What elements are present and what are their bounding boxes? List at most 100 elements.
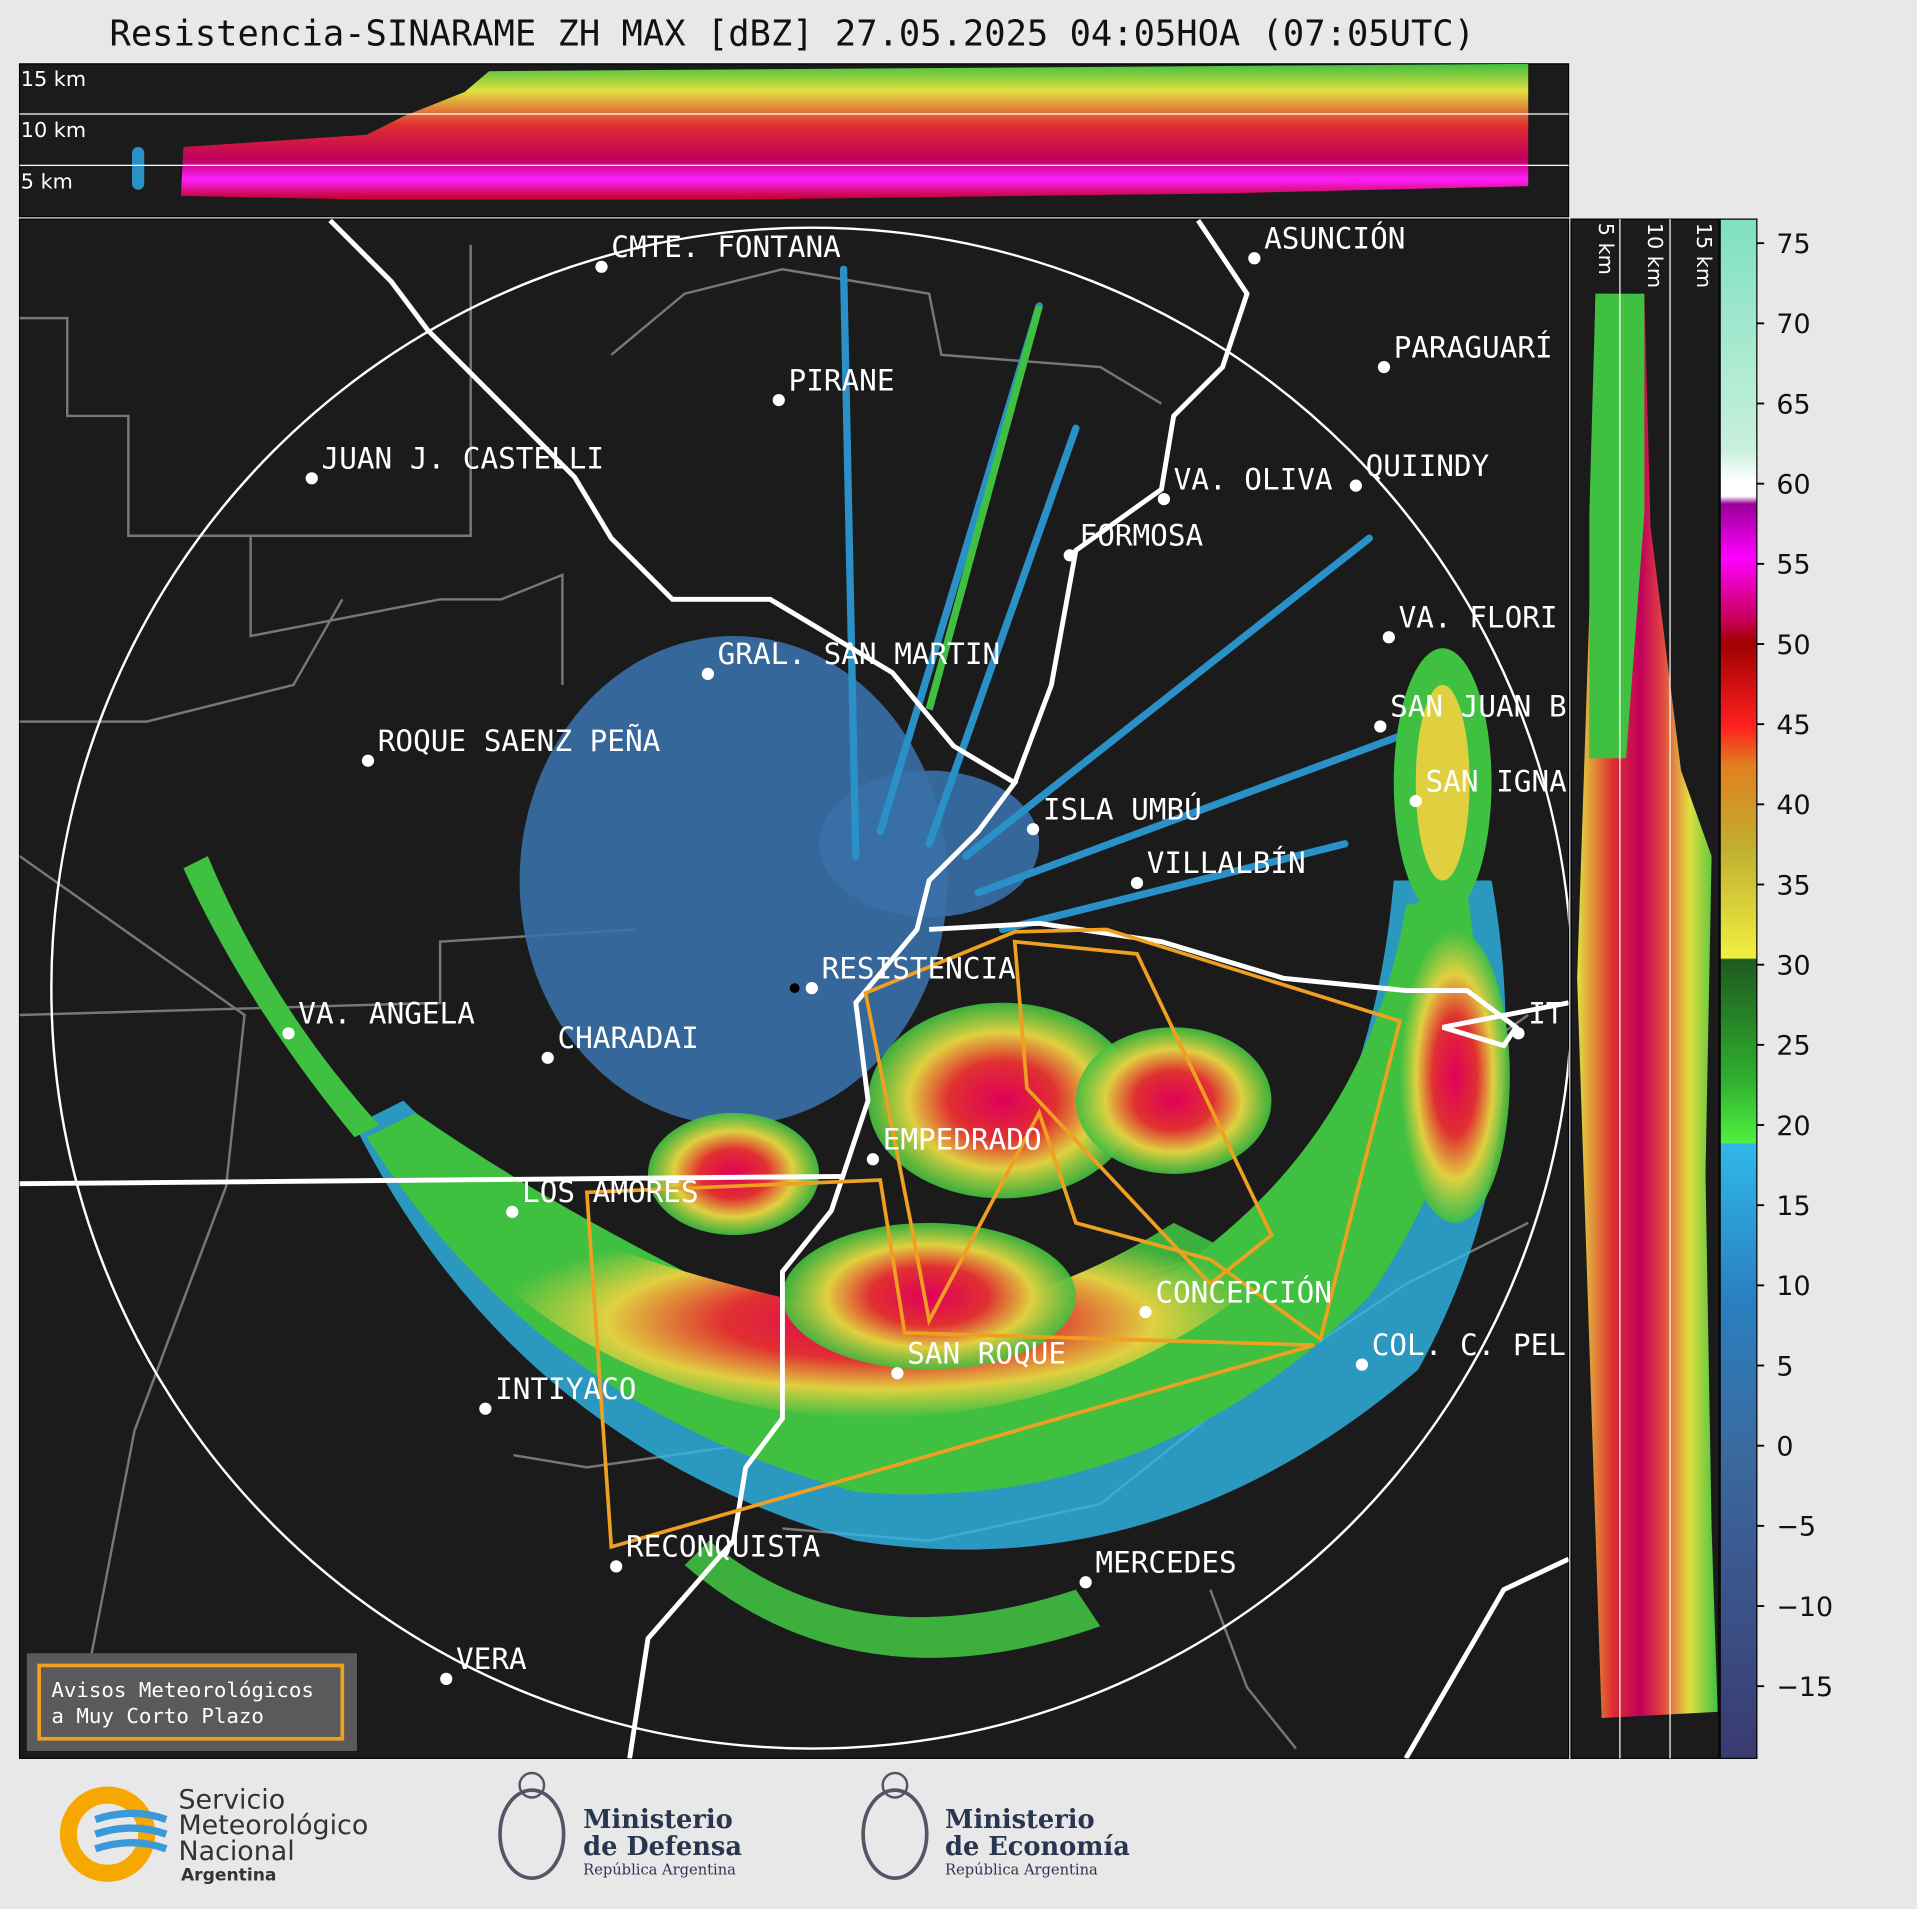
city-marker [1026, 823, 1040, 836]
city-marker [1382, 631, 1395, 644]
city-marker [772, 393, 785, 407]
city-label: SAN IGNA [1426, 764, 1568, 798]
logo-defensa: Ministerio de Defensa República Argentin… [498, 1771, 742, 1880]
city-marker [361, 754, 375, 767]
city-marker [1248, 252, 1261, 265]
city-label: VA. OLIVA [1174, 462, 1333, 496]
side-panel: 5 km 10 km 15 km [1570, 218, 1720, 1759]
city-label: RESISTENCIA [822, 951, 1017, 985]
city-label: CHARADAI [557, 1021, 698, 1055]
city-label: SAN ROQUE [907, 1336, 1066, 1370]
city-label: CMTE. FONTANA [611, 230, 841, 264]
city-marker [440, 1672, 453, 1685]
city-marker [1374, 720, 1387, 733]
colorbar-tick-label: 50 [1776, 630, 1810, 661]
city-label: VA. ANGELA [298, 997, 475, 1031]
city-marker [1130, 876, 1144, 890]
city-label: PARAGUARÍ [1394, 329, 1553, 364]
city-label: GRAL. SAN MARTIN [718, 637, 1001, 671]
city-marker [1063, 549, 1076, 562]
logo-text: Argentina [181, 1866, 276, 1886]
colorbar-tick-label: 0 [1776, 1431, 1793, 1462]
colorbar-tick-label: 60 [1776, 469, 1810, 500]
cities: CMTE. FONTANA PIRANE JUAN J. CASTELLI ASUNC… [282, 219, 1567, 1685]
colorbar-tick-label: −15 [1776, 1672, 1833, 1703]
colorbar-scale [1719, 218, 1758, 1759]
height-label: 10 km [1643, 223, 1667, 288]
city-label: COL. C. PEL [1372, 1328, 1566, 1362]
legend-text: a Muy Corto Plazo [51, 1704, 264, 1728]
legend: Avisos Meteorológicos a Muy Corto Plazo [26, 1653, 357, 1752]
colorbar-tick-label: −10 [1776, 1592, 1833, 1623]
city-label: ISLA UMBÚ [1043, 790, 1202, 826]
height-label: 15 km [21, 67, 86, 91]
logo-text: República Argentina [945, 1861, 1098, 1878]
city-label: LOS AMORES [522, 1175, 699, 1209]
logo-smn: Servicio Meteorológico Nacional Argentin… [59, 1784, 368, 1886]
city-label: IT [1528, 997, 1563, 1031]
legend-box [26, 1653, 357, 1752]
city-label: ASUNCIÓN [1264, 219, 1405, 255]
city-marker [610, 1560, 623, 1573]
colorbar-tick-label: 65 [1776, 389, 1810, 420]
city-label: CONCEPCIÓN [1155, 1273, 1332, 1309]
logo-text: República Argentina [583, 1861, 736, 1878]
warning-polygons [584, 927, 1403, 1550]
footer-logos: Servicio Meteorológico Nacional Argentin… [59, 1771, 1130, 1886]
title: Resistencia-SINARAME ZH MAX [dBZ] 27.05.… [110, 14, 1475, 55]
city-label: VERA [456, 1642, 527, 1676]
logo-text: Servicio [178, 1784, 285, 1815]
colorbar-tick-label: 10 [1776, 1271, 1810, 1302]
city-marker [1079, 1576, 1092, 1589]
city-label: PIRANE [789, 363, 895, 397]
height-label: 10 km [21, 118, 86, 142]
height-label: 15 km [1692, 223, 1716, 288]
top-panel: 15 km 10 km 5 km [18, 63, 1570, 218]
echo-profile [1589, 293, 1645, 759]
rivers [19, 219, 1569, 1759]
city-marker [1355, 1358, 1369, 1371]
map: CMTE. FONTANA PIRANE JUAN J. CASTELLI ASUNC… [18, 218, 1570, 1759]
colorbar-tick-label: 75 [1776, 229, 1810, 260]
city-marker [1349, 479, 1362, 492]
colorbar-tick-label: 45 [1776, 710, 1810, 741]
radar-site [789, 983, 800, 994]
colorbar-tick-label: 5 [1776, 1351, 1793, 1382]
colorbar-tick-label: 40 [1776, 790, 1810, 821]
logo-text: de Economía [945, 1832, 1130, 1862]
logo-text: Meteorológico [178, 1810, 368, 1841]
city-marker [1139, 1305, 1152, 1319]
logo-text: Ministerio [583, 1805, 733, 1835]
city-marker [479, 1402, 492, 1415]
city-marker [282, 1027, 295, 1040]
colorbar-tick-label: 15 [1776, 1191, 1810, 1222]
city-marker [866, 1153, 880, 1166]
city-marker [891, 1367, 904, 1380]
range-ring [50, 226, 1569, 1750]
logo-economia: Ministerio de Economía República Argenti… [861, 1771, 1130, 1880]
city-marker [506, 1205, 519, 1218]
city-label: MERCEDES [1095, 1546, 1236, 1580]
colorbar-tick-label: 30 [1776, 950, 1810, 981]
city-marker [1512, 1027, 1525, 1040]
logo-text: de Defensa [583, 1832, 742, 1862]
city-label: FORMOSA [1080, 519, 1204, 553]
radar-echoes [183, 265, 1510, 1658]
city-marker [1377, 360, 1391, 374]
height-label: 5 km [1594, 223, 1618, 275]
echo-profile [132, 146, 145, 190]
city-marker [701, 667, 714, 681]
city-marker [1157, 492, 1171, 506]
colorbar-tick-label: 55 [1776, 550, 1810, 581]
city-label: QUIINDY [1366, 449, 1490, 483]
colorbar-tick-label: 25 [1776, 1031, 1810, 1062]
city-label: SAN JUAN B [1390, 690, 1567, 724]
city-label: EMPEDRADO [883, 1123, 1042, 1157]
legend-swatch [37, 1663, 345, 1741]
city-marker [805, 982, 818, 995]
logo-text: Ministerio [945, 1805, 1095, 1835]
city-label: INTIYACO [495, 1372, 636, 1406]
